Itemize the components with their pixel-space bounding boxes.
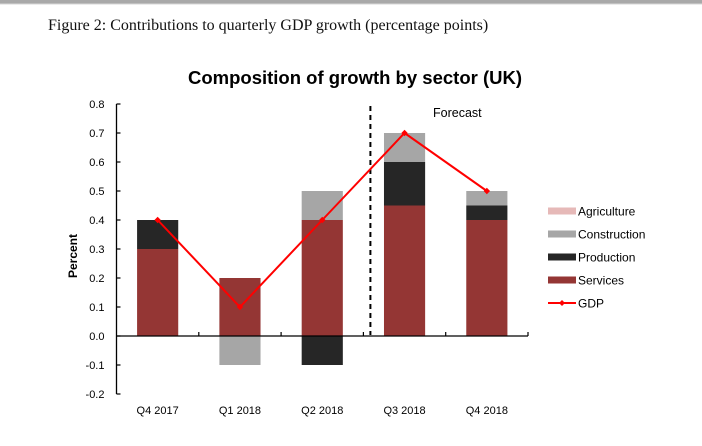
- legend-label-production: Production: [578, 251, 635, 265]
- forecast-label: Forecast: [433, 106, 482, 120]
- y-tick-label: 0.4: [89, 215, 104, 227]
- y-tick-label: -0.2: [86, 389, 105, 401]
- forecast-divider-group: Forecast: [369, 106, 482, 335]
- bars-group: [137, 133, 508, 365]
- gdp-marker-q4-2017: [154, 216, 161, 224]
- legend-label-agriculture: Agriculture: [578, 205, 636, 219]
- gdp-line-group: [154, 129, 491, 311]
- bar-services-q2-2018: [301, 220, 343, 336]
- y-tick-label: 0.5: [89, 186, 104, 198]
- page-top-border: [0, 0, 702, 5]
- x-tick-label: Q2 2018: [301, 405, 343, 417]
- gdp-marker-q1-2018: [236, 303, 244, 311]
- legend-swatch-agriculture: [548, 207, 576, 215]
- legend-label-services: Services: [578, 274, 624, 288]
- chart-title: Composition of growth by sector (UK): [188, 67, 522, 88]
- y-tick-label: 0.3: [89, 244, 104, 256]
- y-tick-label: -0.1: [86, 360, 105, 372]
- legend-marker-gdp: [559, 300, 565, 306]
- bar-production-q2-2018: [301, 336, 343, 365]
- bar-production-q3-2018: [383, 162, 426, 206]
- y-tick-label: 0.1: [89, 302, 104, 314]
- bar-production-q4-2018: [466, 205, 508, 220]
- legend-swatch-construction: [548, 230, 576, 238]
- axes-group: 0.8 0.7 0.6 0.5 0.4 0.3 0.2 0.1 0.0 -0.1 -0.2 Q4 20…: [86, 99, 529, 417]
- y-tick-label: 0.2: [89, 273, 104, 285]
- y-tick-label: 0.6: [89, 157, 104, 169]
- x-tick-label: Q4 2018: [466, 405, 508, 417]
- bar-services-q4-2017: [137, 249, 179, 336]
- legend-label-gdp: GDP: [578, 297, 604, 311]
- y-tick-label: 0.0: [89, 331, 104, 343]
- y-axis-title: Percent: [66, 234, 80, 278]
- bar-services-q4-2018: [466, 220, 508, 336]
- bar-services-q3-2018: [383, 205, 426, 336]
- y-tick-label: 0.8: [89, 99, 104, 111]
- legend-label-construction: Construction: [578, 228, 645, 242]
- gdp-marker-q3-2018: [401, 129, 408, 137]
- legend-swatch-services: [548, 276, 576, 284]
- bar-construction-q1-2018: [219, 336, 261, 365]
- bar-construction-q4-2018: [466, 191, 508, 206]
- gdp-marker-q4-2018: [483, 187, 491, 195]
- x-tick-label: Q4 2017: [137, 405, 179, 417]
- y-tick-label: 0.7: [89, 128, 104, 140]
- gdp-marker-q2-2018: [319, 216, 326, 224]
- figure-caption: Figure 2: Contributions to quarterly GDP…: [48, 17, 489, 34]
- legend: Agriculture Construction Production Service…: [548, 205, 645, 311]
- legend-swatch-production: [548, 253, 576, 261]
- x-tick-label: Q1 2018: [219, 405, 261, 417]
- x-tick-label: Q3 2018: [383, 405, 425, 417]
